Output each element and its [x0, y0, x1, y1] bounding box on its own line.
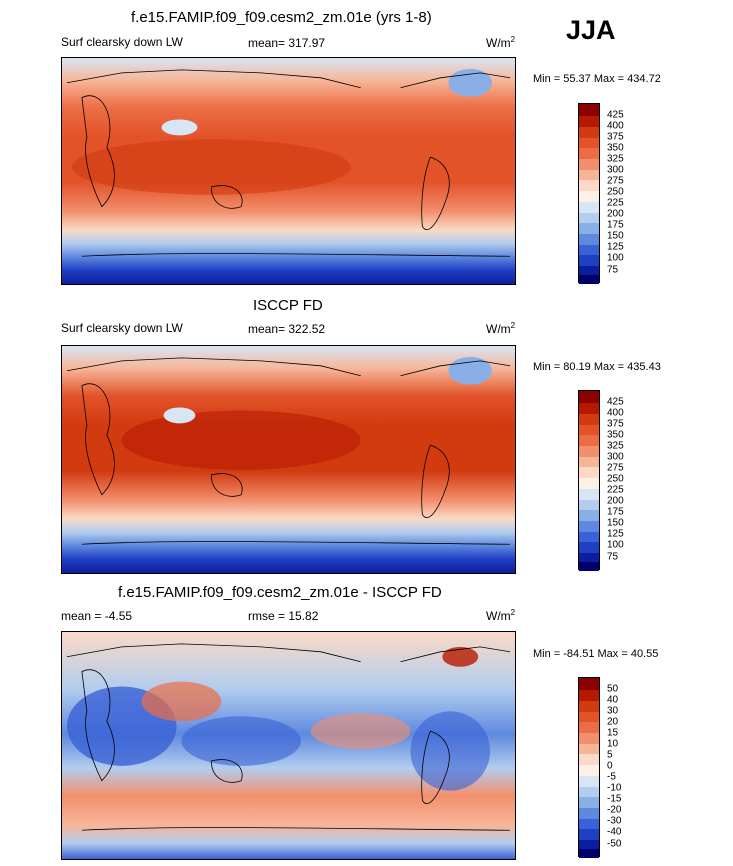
- colorbar-tick: 275: [607, 175, 624, 187]
- colorbar-tick: -50: [607, 838, 622, 850]
- colorbar-tick: 300: [607, 451, 624, 463]
- colorbar-tick: 400: [607, 120, 624, 132]
- colorbar-tick: 375: [607, 418, 624, 430]
- colorbar-tick: 15: [607, 727, 619, 739]
- colorbar-tick: -15: [607, 793, 622, 805]
- colorbar-tick: 150: [607, 517, 624, 529]
- colorbar-tick: 425: [607, 109, 624, 121]
- panel3-minmax: Min = -84.51 Max = 40.55: [533, 648, 659, 660]
- season-label: JJA: [566, 15, 616, 45]
- panel1-map: [61, 57, 516, 285]
- panel2-mean-label: mean= 322.52: [248, 322, 326, 336]
- panel2-variable-label: Surf clearsky down LW: [61, 321, 183, 335]
- panel2-units: W/m2: [486, 321, 516, 336]
- colorbar-tick: -20: [607, 804, 622, 816]
- colorbar-tick: 100: [607, 539, 624, 551]
- panel1-minmax: Min = 55.37 Max = 434.72: [533, 73, 661, 85]
- colorbar-tick: 0: [607, 760, 613, 772]
- panel3-map: [61, 631, 516, 860]
- colorbar-tick: -10: [607, 782, 622, 794]
- colorbar-tick: 125: [607, 241, 624, 253]
- panel3-map-svg: [62, 632, 515, 859]
- colorbar-tick: 5: [607, 749, 613, 761]
- panel3-rmse-label: rmse = 15.82: [248, 609, 319, 623]
- panel3-colorbar: [578, 677, 600, 858]
- colorbar-tick: 175: [607, 219, 624, 231]
- colorbar-tick: 350: [607, 429, 624, 441]
- colorbar-tick: 250: [607, 186, 624, 198]
- panel3-mean-label: mean = -4.55: [61, 609, 133, 623]
- colorbar-tick: 75: [607, 551, 619, 563]
- colorbar-tick: 20: [607, 716, 619, 728]
- colorbar-tick: 325: [607, 153, 624, 165]
- colorbar-tick: 350: [607, 142, 624, 154]
- colorbar-tick: 100: [607, 252, 624, 264]
- panel2-colorbar: [578, 390, 600, 571]
- colorbar-tick: 425: [607, 396, 624, 408]
- colorbar-tick: 375: [607, 131, 624, 143]
- colorbar-tick: 10: [607, 738, 619, 750]
- colorbar-tick: 225: [607, 197, 624, 209]
- colorbar-tick: 150: [607, 230, 624, 242]
- colorbar-tick: 30: [607, 705, 619, 717]
- panel1-variable-label: Surf clearsky down LW: [61, 35, 183, 49]
- colorbar-tick: 200: [607, 208, 624, 220]
- colorbar-tick: 250: [607, 473, 624, 485]
- panel1-units: W/m2: [486, 35, 516, 50]
- colorbar-tick: 75: [607, 264, 619, 276]
- colorbar-tick: -30: [607, 815, 622, 827]
- colorbar-tick: 300: [607, 164, 624, 176]
- panel1-colorbar: [578, 103, 600, 284]
- colorbar-tick: -5: [607, 771, 616, 783]
- colorbar-tick: 50: [607, 683, 619, 695]
- panel2-minmax: Min = 80.19 Max = 435.43: [533, 361, 661, 373]
- panel3-units: W/m2: [486, 608, 516, 623]
- colorbar-tick: 275: [607, 462, 624, 474]
- colorbar-tick: 225: [607, 484, 624, 496]
- colorbar-tick: 40: [607, 694, 619, 706]
- colorbar-tick: 200: [607, 495, 624, 507]
- panel1-map-svg: [62, 58, 515, 284]
- colorbar-tick: -40: [607, 826, 622, 838]
- panel3-title: f.e15.FAMIP.f09_f09.cesm2_zm.01e - ISCCP…: [118, 584, 442, 601]
- colorbar-tick: 400: [607, 407, 624, 419]
- panel1-title: f.e15.FAMIP.f09_f09.cesm2_zm.01e (yrs 1-…: [131, 9, 432, 26]
- panel2-map: [61, 345, 516, 574]
- panel1-mean-label: mean= 317.97: [248, 36, 326, 50]
- colorbar-tick: 325: [607, 440, 624, 452]
- panel2-title: ISCCP FD: [253, 297, 323, 314]
- colorbar-tick: 125: [607, 528, 624, 540]
- panel2-map-svg: [62, 346, 515, 573]
- colorbar-tick: 175: [607, 506, 624, 518]
